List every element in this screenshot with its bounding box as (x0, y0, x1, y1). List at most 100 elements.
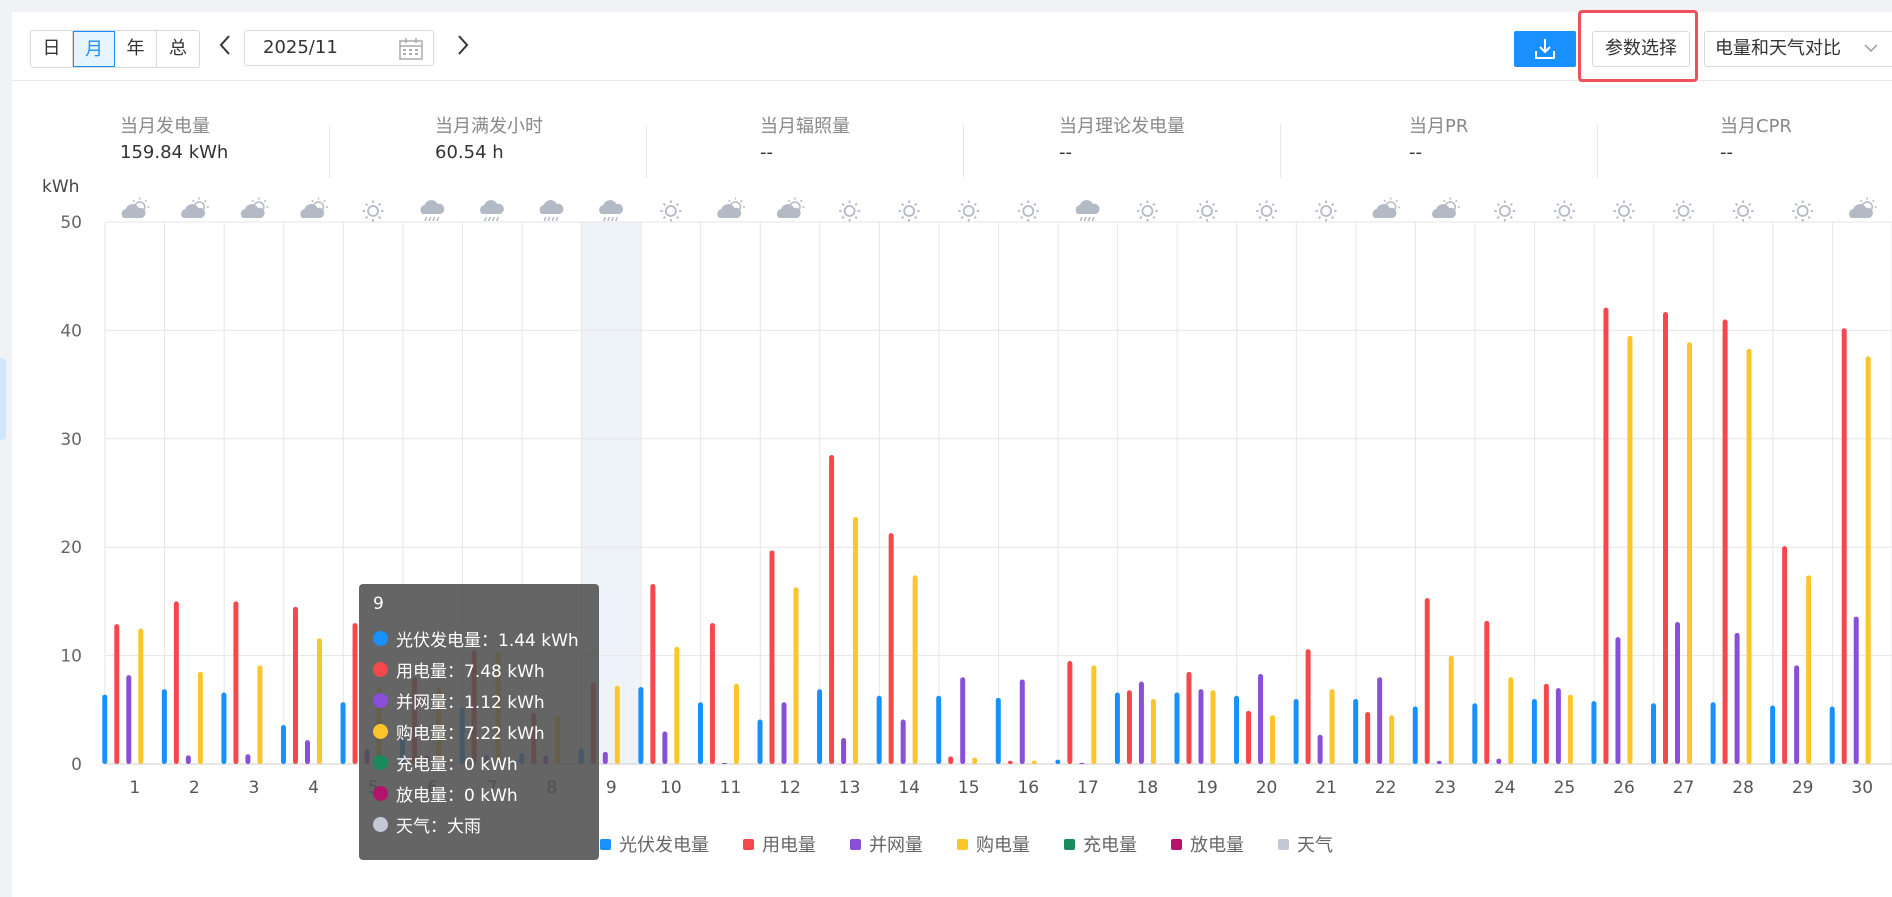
x-tick-label: 17 (1077, 778, 1099, 798)
weather-sunny-icon (1136, 200, 1158, 222)
bar-3-day-2 (185, 755, 191, 764)
bar-2-day-10 (650, 584, 656, 764)
stat-cpr: 当月CPR -- (1720, 112, 1792, 172)
tooltip-dot (373, 786, 388, 801)
x-tick-label: 21 (1315, 778, 1337, 798)
weather-partly-cloudy-icon (240, 197, 269, 218)
bar-3-day-24 (1496, 758, 1502, 764)
bar-3-day-4 (304, 740, 310, 764)
bar-3-day-9 (602, 751, 608, 764)
weather-partly-cloudy-icon (1849, 197, 1877, 218)
weather-sunny-icon (1017, 200, 1039, 222)
y-tick-label: 30 (60, 430, 82, 450)
x-tick-label: 24 (1494, 778, 1516, 798)
bar-4-day-19 (1210, 690, 1216, 764)
bar-1-day-19 (1174, 692, 1180, 764)
tooltip-row-text: 用电量：7.48 kWh (396, 662, 545, 682)
legend-swatch (600, 838, 611, 850)
period-tabs: 日 月 年 总 (30, 30, 200, 68)
bar-4-day-18 (1150, 698, 1156, 764)
x-tick-label: 23 (1434, 778, 1456, 798)
prev-chevron-icon[interactable] (214, 34, 236, 62)
weather-partly-cloudy-icon (717, 197, 745, 218)
x-tick-label: 30 (1851, 778, 1873, 798)
legend-item[interactable]: 充电量 (1064, 832, 1137, 856)
download-button[interactable] (1514, 31, 1576, 67)
bar-3-day-22 (1377, 677, 1383, 764)
legend-label: 放电量 (1190, 835, 1244, 856)
x-tick-label: 25 (1554, 778, 1576, 798)
legend-swatch (850, 838, 861, 850)
compare-select[interactable]: 电量和天气对比 (1704, 31, 1892, 67)
bar-1-day-17 (1055, 759, 1061, 764)
tab-month[interactable]: 月 (73, 31, 115, 67)
bar-3-day-18 (1138, 681, 1144, 764)
legend-item[interactable]: 光伏发电量 (600, 832, 709, 856)
download-icon (1533, 37, 1557, 65)
weather-sunny-icon (958, 200, 980, 222)
x-tick-label: 4 (308, 778, 319, 798)
bar-4-day-30 (1865, 356, 1871, 764)
tab-day[interactable]: 日 (31, 31, 73, 67)
tab-total[interactable]: 总 (169, 38, 187, 59)
tooltip-dot (373, 724, 388, 739)
y-tick-label: 20 (60, 538, 82, 558)
legend-item[interactable]: 用电量 (743, 832, 816, 856)
bar-4-day-3 (257, 665, 263, 764)
bar-4-day-26 (1627, 335, 1633, 764)
tooltip-dot (373, 693, 388, 708)
bar-3-day-12 (781, 702, 787, 764)
legend-item[interactable]: 并网量 (850, 832, 923, 856)
x-tick-label: 27 (1673, 778, 1695, 798)
x-tick-label: 3 (249, 778, 260, 798)
bar-2-day-5 (352, 623, 358, 764)
param-select-button[interactable]: 参数选择 (1592, 31, 1690, 67)
bar-1-day-13 (817, 689, 823, 764)
y-tick-label: 40 (60, 321, 82, 341)
bar-2-day-14 (888, 533, 894, 764)
weather-partly-cloudy-icon (1372, 197, 1401, 218)
legend-label: 天气 (1297, 835, 1333, 856)
bar-4-day-25 (1567, 694, 1573, 764)
legend-swatch (1171, 838, 1182, 850)
weather-sunny-icon (898, 200, 920, 222)
date-picker[interactable]: 2025/11 (244, 30, 434, 66)
legend-item[interactable]: 购电量 (957, 832, 1030, 856)
weather-sunny-icon (1792, 200, 1814, 222)
bar-1-day-22 (1353, 698, 1359, 764)
next-chevron-icon[interactable] (452, 34, 474, 62)
chevron-down-icon (1863, 38, 1879, 63)
legend-item[interactable]: 放电量 (1171, 832, 1244, 856)
weather-sunny-icon (660, 200, 682, 222)
bar-2-day-27 (1663, 311, 1669, 764)
stat-label: 当月辐照量 (760, 116, 850, 137)
side-panel-handle[interactable] (0, 358, 6, 440)
weather-partly-cloudy-icon (121, 197, 150, 218)
x-tick-label: 26 (1613, 778, 1635, 798)
bar-2-day-16 (1007, 760, 1013, 764)
tooltip-row: 用电量：7.48 kWh (373, 657, 545, 682)
legend-item[interactable]: 天气 (1278, 832, 1333, 856)
bar-1-day-30 (1829, 706, 1835, 764)
bar-1-day-12 (757, 719, 763, 764)
bar-4-day-21 (1329, 689, 1335, 764)
stats-row: 当月发电量 159.84 kWh 当月满发小时 60.54 h 当月辐照量 --… (12, 112, 1892, 182)
bar-1-day-27 (1651, 703, 1657, 764)
legend-label: 用电量 (762, 835, 816, 856)
weather-sunny-icon (1732, 200, 1754, 222)
tooltip-row-text: 并网量：1.12 kWh (396, 693, 545, 713)
bar-2-day-12 (769, 550, 775, 764)
tooltip-dot (373, 755, 388, 770)
tooltip-row-text: 光伏发电量：1.44 kWh (396, 631, 579, 651)
x-tick-label: 13 (839, 778, 861, 798)
bar-1-day-15 (936, 695, 942, 764)
bar-2-day-3 (233, 601, 239, 764)
stat-pr: 当月PR -- (1409, 112, 1468, 172)
tab-year[interactable]: 年 (115, 31, 157, 67)
bar-1-day-5 (340, 702, 346, 764)
bar-3-day-27 (1675, 621, 1681, 764)
bar-3-day-23 (1436, 760, 1442, 764)
bar-4-day-20 (1270, 715, 1276, 764)
bar-2-day-28 (1722, 319, 1728, 764)
weather-partly-cloudy-icon (300, 197, 328, 218)
